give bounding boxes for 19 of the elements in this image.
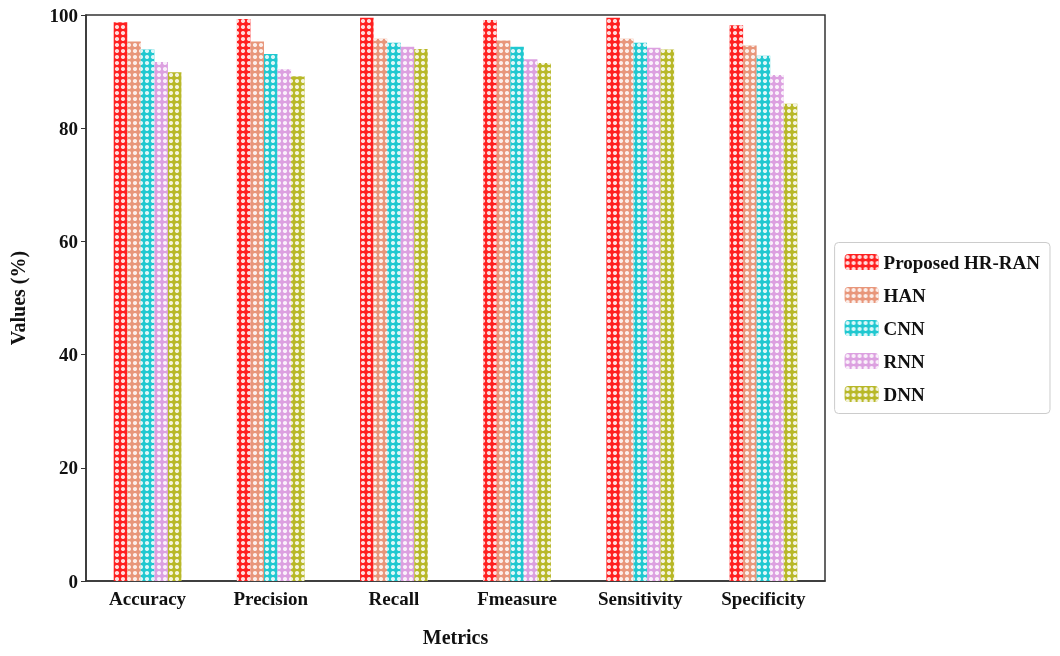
y-tick-label: 60 — [59, 230, 78, 252]
y-axis-title: Values (%) — [7, 250, 30, 346]
y-tick-label: 40 — [59, 344, 78, 366]
legend-label: HAN — [883, 284, 927, 306]
x-tick-label: Precision — [233, 588, 309, 609]
legend-label: Proposed HR-RAN — [883, 251, 1041, 273]
x-tick-label: Specificity — [721, 588, 807, 609]
y-tick-label: 0 — [68, 570, 78, 592]
y-tick-label: 100 — [49, 4, 78, 26]
x-tick-label: Fmeasure — [477, 588, 558, 609]
x-tick-label: Sensitivity — [598, 588, 683, 609]
legend-label: RNN — [883, 350, 926, 372]
legend-label: DNN — [883, 383, 926, 405]
y-tick-label: 20 — [59, 457, 78, 479]
y-tick-label: 80 — [59, 117, 78, 139]
x-axis-title: Metrics — [422, 626, 489, 648]
x-tick-label: Recall — [368, 588, 420, 609]
x-tick-label: Accuracy — [109, 588, 187, 609]
legend-label: CNN — [883, 317, 926, 339]
